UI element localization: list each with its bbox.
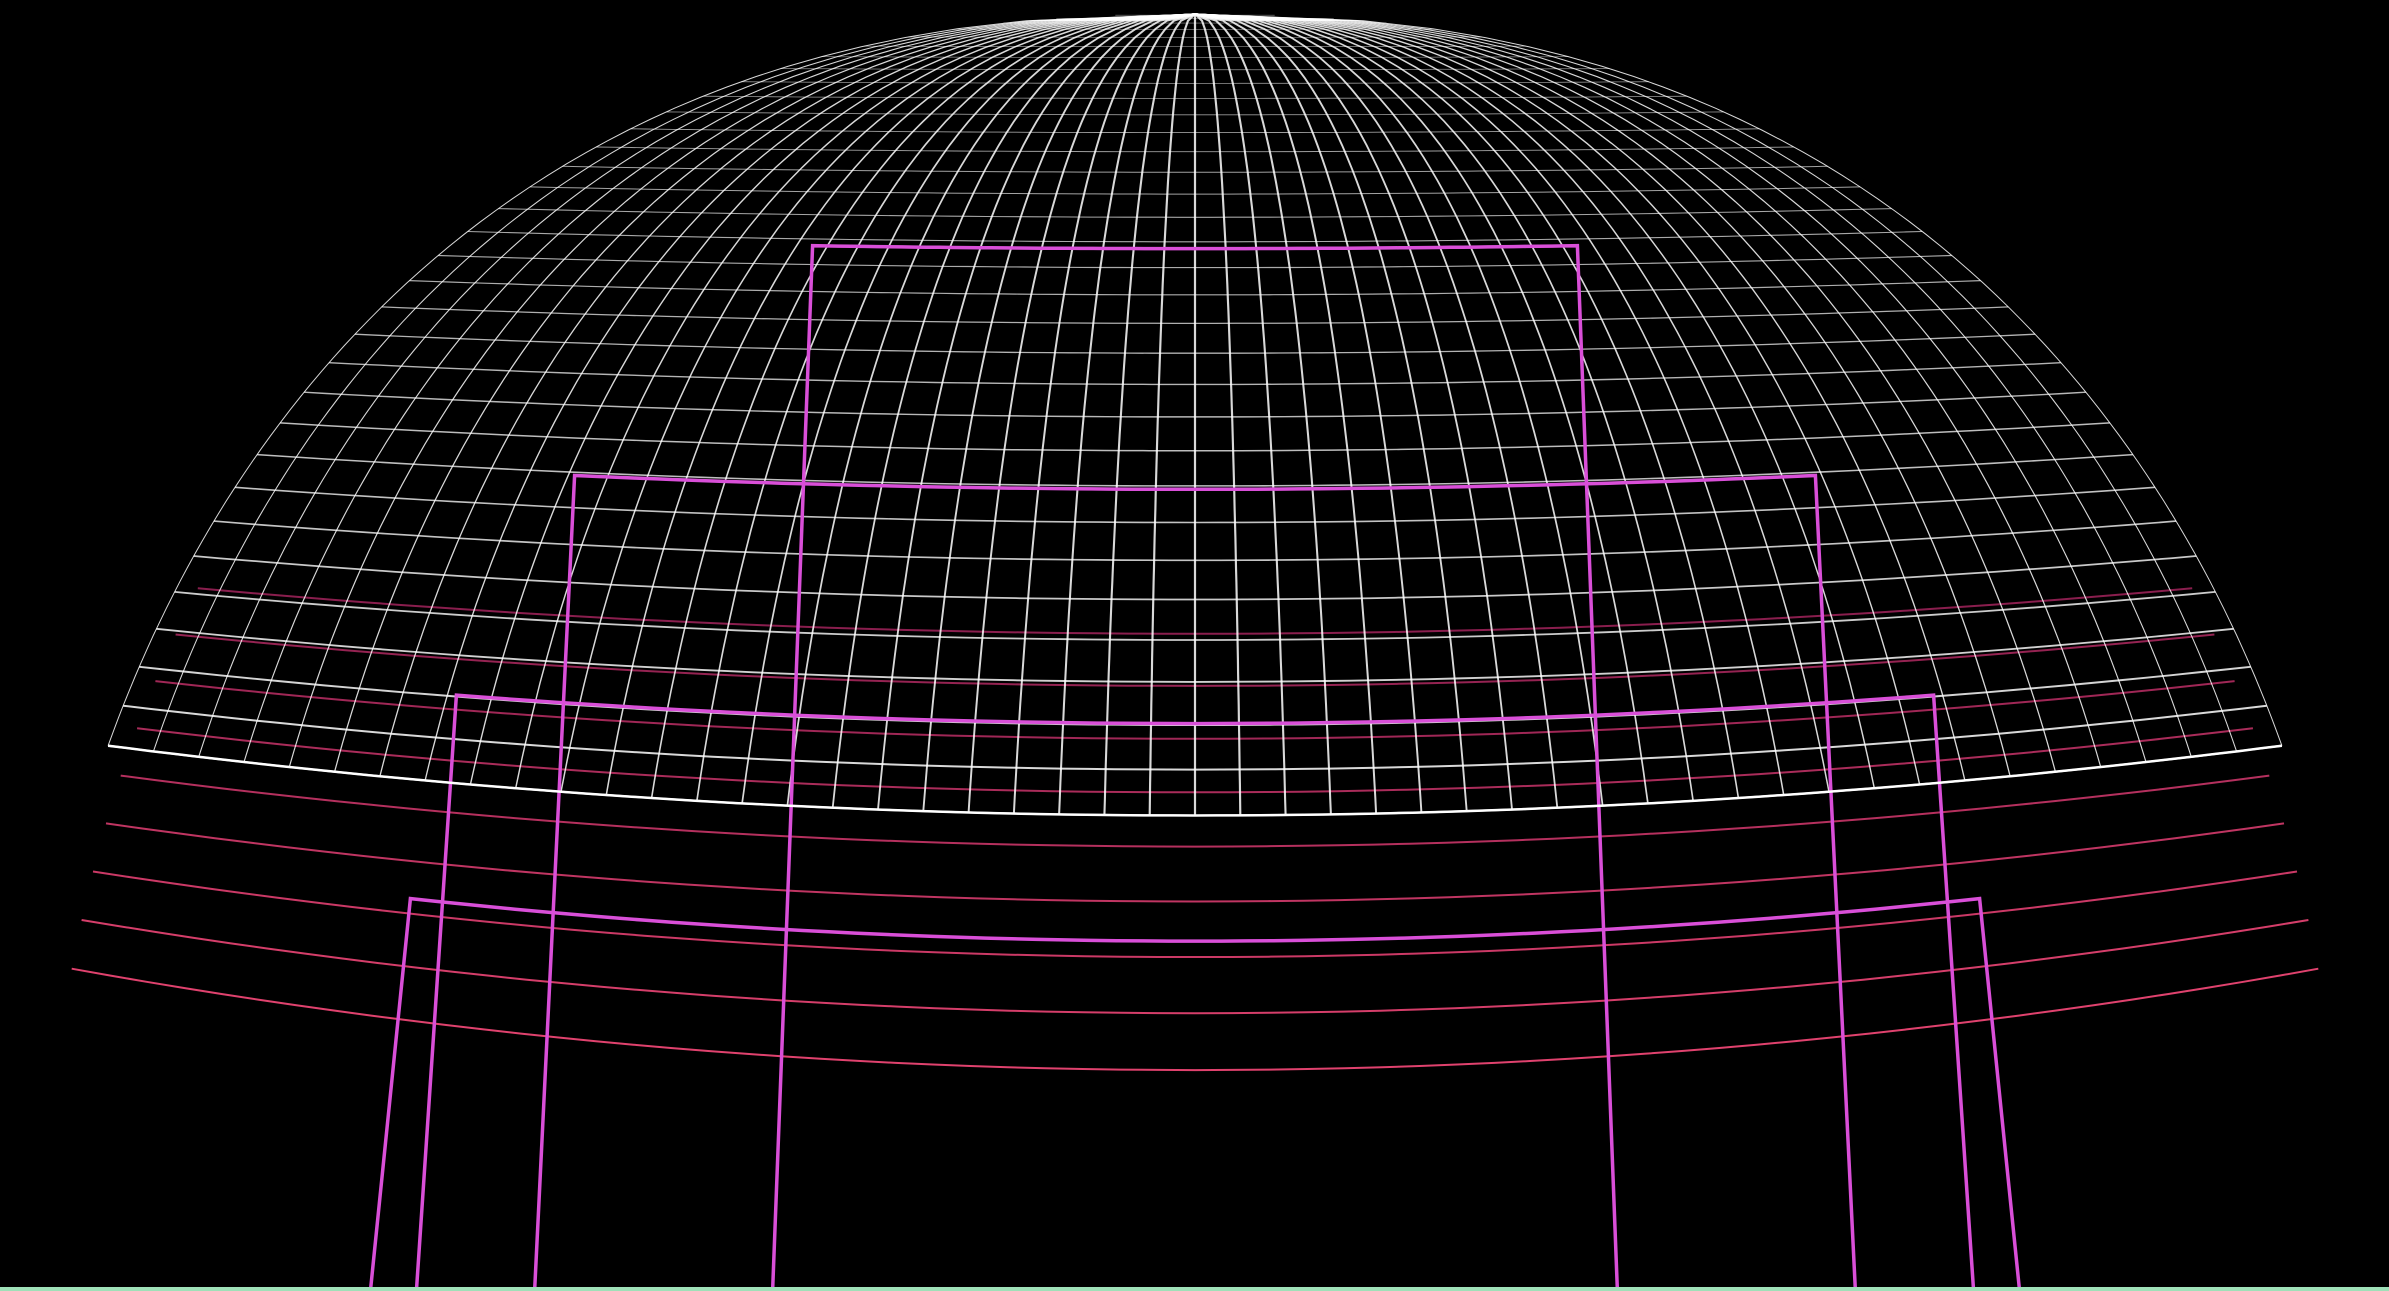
highlight-band xyxy=(532,473,1858,1291)
longitude-line xyxy=(1194,13,1468,812)
longitude-line xyxy=(1194,13,2102,768)
longitude-line xyxy=(786,13,1196,806)
longitude-line xyxy=(1194,13,1287,816)
longitude-line xyxy=(877,13,1196,810)
longitude-line xyxy=(1194,13,1694,801)
longitude-line xyxy=(1194,13,1921,785)
longitude-line xyxy=(1194,13,1378,814)
longitude-line xyxy=(152,13,1196,752)
longitude-line xyxy=(696,13,1196,801)
longitude-line xyxy=(1058,13,1196,815)
trail-line xyxy=(105,822,2285,903)
longitude-line xyxy=(1012,13,1196,814)
longitude-line xyxy=(1194,13,1332,815)
longitude-line xyxy=(1194,13,1785,796)
highlight-band xyxy=(414,693,1976,1291)
longitude-line xyxy=(333,13,1196,772)
longitude-line xyxy=(1194,13,1649,804)
longitude-line xyxy=(1194,13,1740,799)
longitude-line xyxy=(198,13,1196,757)
longitude-line xyxy=(1194,13,2192,757)
longitude-line xyxy=(424,13,1196,781)
longitude-line xyxy=(1194,13,2238,752)
longitude-line xyxy=(469,13,1196,785)
longitude-line xyxy=(1194,13,1604,806)
longitude-line xyxy=(1194,13,2057,772)
longitude-line xyxy=(1194,13,1242,816)
longitude-line xyxy=(967,13,1196,813)
viewport-bottom-edge xyxy=(0,1287,2389,1291)
longitude-line xyxy=(288,13,1196,768)
longitude-line xyxy=(1194,13,2011,777)
longitude-line xyxy=(1103,13,1196,816)
trail-line xyxy=(71,967,2319,1072)
longitude-line xyxy=(560,13,1196,792)
longitude-line xyxy=(514,13,1196,789)
trail-line xyxy=(120,774,2270,848)
highlight-band xyxy=(368,896,2022,1291)
longitude-line xyxy=(831,13,1196,808)
longitude-line xyxy=(1194,13,1966,781)
longitude-line xyxy=(1148,13,1196,816)
longitude-line xyxy=(1194,13,2147,763)
longitude-line xyxy=(605,13,1196,796)
dome-rim-outline xyxy=(107,744,2283,817)
trail-line xyxy=(92,870,2298,958)
longitude-line xyxy=(1194,13,1513,810)
highlight-band xyxy=(770,243,1620,1291)
longitude-line xyxy=(243,13,1196,763)
longitude-line xyxy=(107,13,1196,746)
highlight-bands-layer xyxy=(368,243,2022,1291)
trail-line xyxy=(81,919,2309,1015)
longitude-line xyxy=(1194,13,1559,808)
longitude-line xyxy=(1194,13,2283,746)
longitude-line xyxy=(379,13,1196,777)
longitude-line xyxy=(1194,13,1423,813)
longitude-line xyxy=(1194,13,1876,789)
longitude-line xyxy=(650,13,1196,799)
longitude-line xyxy=(922,13,1196,812)
longitude-line xyxy=(1194,13,1830,792)
longitude-line xyxy=(741,13,1196,804)
